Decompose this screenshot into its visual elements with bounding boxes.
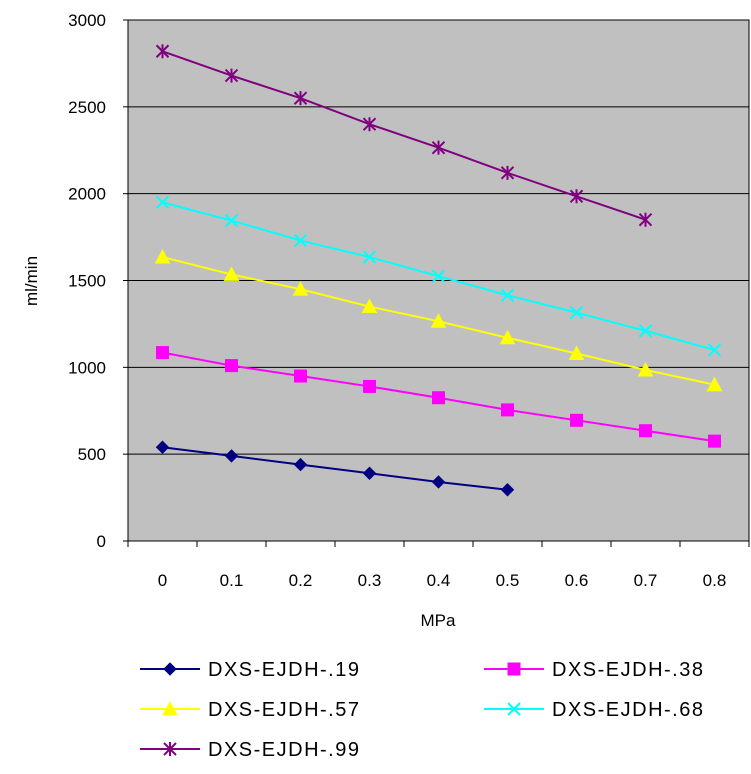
data-point — [499, 329, 516, 345]
x-tick-label: 0.1 — [220, 571, 244, 590]
x-tick-label: 0.6 — [565, 571, 589, 590]
series-dxs-ejdh-38 — [156, 346, 721, 448]
legend-label: DXS-EJDH-.38 — [552, 659, 704, 681]
data-point — [430, 313, 447, 328]
x-axis-ticks: 0 0.1 0.2 0.3 0.4 0.5 0.6 0.7 0.8 — [127, 541, 750, 590]
data-point — [500, 165, 515, 180]
data-point — [570, 413, 583, 427]
y-axis-title: ml/min — [22, 256, 41, 306]
data-point — [639, 424, 652, 438]
series-group — [154, 44, 723, 497]
legend-label: DXS-EJDH-.68 — [552, 699, 704, 721]
x-tick-label: 0.8 — [703, 571, 727, 590]
legend-label: DXS-EJDH-.99 — [208, 739, 360, 761]
series-dxs-ejdh-19 — [155, 440, 515, 497]
data-point — [361, 298, 378, 314]
data-point — [224, 68, 239, 83]
series-dxs-ejdh-99 — [155, 44, 653, 227]
series-dxs-ejdh-57 — [154, 249, 723, 392]
x-axis-title: MPa — [421, 611, 457, 630]
legend-item: DXS-EJDH-.99 — [140, 739, 360, 761]
data-point — [501, 403, 514, 417]
data-point — [224, 449, 239, 463]
data-point — [431, 475, 446, 489]
data-point — [155, 195, 170, 210]
legend-item: DXS-EJDH-.57 — [140, 699, 360, 721]
data-point — [638, 324, 653, 338]
data-point — [163, 662, 177, 676]
x-tick-label: 0.3 — [358, 571, 382, 590]
legend-label: DXS-EJDH-.57 — [208, 699, 360, 721]
x-tick-label: 0.7 — [634, 571, 658, 590]
data-point — [154, 249, 171, 264]
legend-label: DXS-EJDH-.19 — [208, 659, 360, 681]
data-point — [431, 269, 446, 283]
data-point — [223, 266, 240, 281]
data-point — [363, 379, 376, 393]
data-point — [507, 702, 521, 716]
data-point — [569, 305, 584, 320]
data-point — [362, 466, 377, 480]
legend: DXS-EJDH-.19 DXS-EJDH-.38 DXS-EJDH-.57 DXS-… — [140, 659, 704, 761]
x-tick-label: 0.5 — [496, 571, 520, 590]
data-point — [155, 44, 170, 59]
data-point — [431, 140, 446, 155]
data-point — [156, 346, 169, 360]
legend-item: DXS-EJDH-.68 — [484, 699, 704, 721]
y-tick-label: 1500 — [68, 272, 106, 291]
y-tick-label: 3000 — [68, 11, 106, 30]
data-point — [708, 434, 721, 448]
y-tick-label: 0 — [97, 532, 106, 551]
data-point — [225, 359, 238, 373]
legend-item: DXS-EJDH-.38 — [484, 659, 704, 681]
data-point — [706, 376, 723, 392]
data-point — [432, 391, 445, 405]
data-point — [569, 189, 584, 204]
data-point — [362, 117, 377, 132]
data-point — [637, 361, 654, 377]
y-axis-ticks: 0 500 1000 1500 2000 2500 3000 — [68, 11, 128, 551]
data-point — [568, 345, 585, 360]
data-point — [293, 457, 308, 472]
series-dxs-ejdh-68 — [155, 195, 722, 357]
y-tick-label: 1000 — [68, 358, 106, 377]
data-point — [293, 91, 308, 106]
data-point — [500, 483, 515, 497]
data-point — [500, 288, 515, 302]
x-tick-label: 0 — [158, 571, 167, 590]
data-point — [292, 281, 309, 296]
y-tick-label: 2000 — [68, 185, 106, 204]
data-point — [707, 343, 722, 357]
data-point — [155, 440, 170, 454]
data-point — [507, 662, 521, 676]
data-point — [162, 700, 178, 716]
y-tick-label: 500 — [78, 445, 106, 464]
x-tick-label: 0.4 — [427, 571, 451, 590]
legend-item: DXS-EJDH-.19 — [140, 659, 360, 681]
data-point — [224, 213, 239, 228]
data-point — [294, 369, 307, 383]
data-point — [362, 250, 377, 264]
y-tick-label: 2500 — [68, 98, 106, 117]
series-line — [162, 50, 646, 221]
data-point — [293, 233, 308, 248]
series-line — [162, 446, 508, 491]
x-tick-label: 0.2 — [289, 571, 313, 590]
data-point — [163, 742, 177, 756]
data-point — [638, 212, 653, 227]
